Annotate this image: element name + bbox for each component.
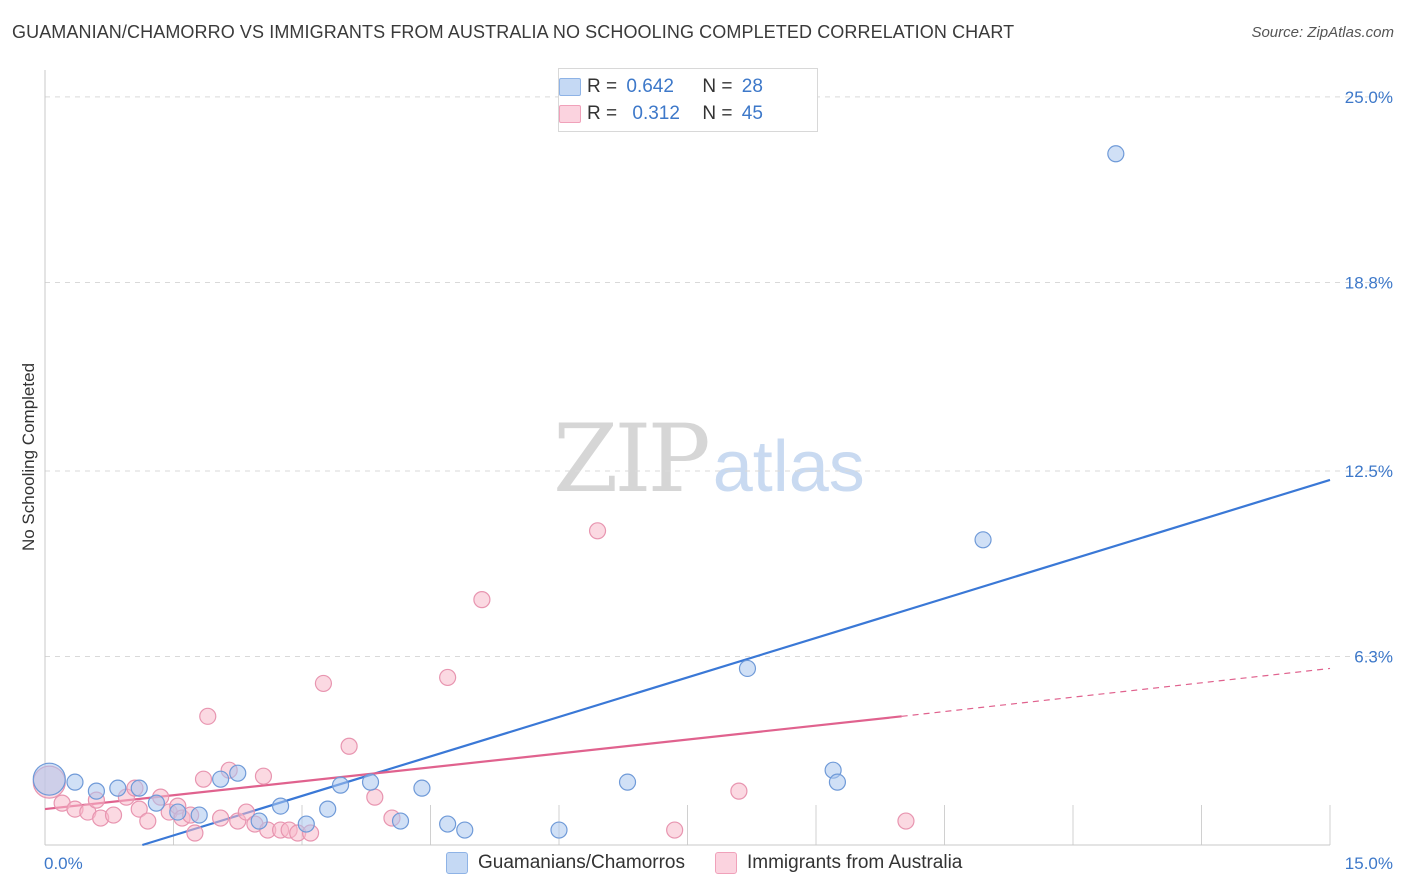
guamanian-point xyxy=(212,770,230,788)
guamanian-point xyxy=(147,794,165,812)
guamanian-point xyxy=(319,800,337,818)
guamanian-point xyxy=(974,531,992,549)
guamanian-point xyxy=(439,815,457,833)
australia-point xyxy=(194,770,213,788)
series-legend: Guamanians/Chamorros Immigrants from Aus… xyxy=(446,852,992,874)
guamanian-point xyxy=(456,821,474,839)
y-tick-label: 25.0% xyxy=(1345,88,1393,107)
guamanian-point xyxy=(618,773,637,791)
guamanian-point xyxy=(130,779,148,797)
australia-point xyxy=(254,767,273,785)
guamanian-point xyxy=(413,779,431,797)
australia-point xyxy=(666,821,684,839)
y-tick-label: 6.3% xyxy=(1354,647,1393,666)
guamanian-point xyxy=(271,797,290,815)
legend-r-label: R = xyxy=(587,76,618,97)
australia-point xyxy=(212,809,230,827)
legend-n-value: 28 xyxy=(741,76,763,97)
legend-label-guamanians: Guamanians/Chamorros xyxy=(478,852,685,873)
australia-point xyxy=(473,591,491,609)
australia-point xyxy=(130,800,148,818)
legend-label-australia: Immigrants from Australia xyxy=(746,852,963,873)
data-points xyxy=(32,145,1125,842)
trend-lines xyxy=(44,478,1331,847)
y-axis-label: No Schooling Completed xyxy=(19,363,38,551)
tick-labels: 6.3% 12.5% 18.8% 25.0% 0.0% 15.0% xyxy=(44,88,1393,873)
source-credit: Source: ZipAtlas.com xyxy=(1251,24,1394,41)
guamanian-point xyxy=(109,779,127,797)
guamanian-point xyxy=(32,762,66,796)
australia-point xyxy=(588,522,607,540)
guamanian-point xyxy=(550,821,568,839)
legend-swatch-blue xyxy=(446,852,468,874)
correlation-legend: R = 0.642 N = 28 R = 0.312 N = 45 xyxy=(558,68,818,132)
x-tick-label: 0.0% xyxy=(44,854,83,873)
legend-n-value: 45 xyxy=(741,103,763,124)
gridlines xyxy=(44,96,1390,845)
australia-point xyxy=(237,803,255,821)
guamanian-point xyxy=(229,764,247,782)
chart-title: GUAMANIAN/CHAMORRO VS IMMIGRANTS FROM AU… xyxy=(12,22,1015,42)
guamanian-point xyxy=(169,803,187,821)
guamanian-point xyxy=(738,659,757,678)
australia-trend-line xyxy=(44,715,902,811)
watermark: ZIPatlas xyxy=(553,405,865,514)
legend-r-label: R = xyxy=(587,103,618,124)
guamanian-point xyxy=(391,812,410,830)
legend-n-label: N = xyxy=(702,76,733,97)
australia-point xyxy=(730,782,748,800)
guamanian-point xyxy=(297,815,315,833)
guamanian-point xyxy=(66,773,84,791)
guamanian-point xyxy=(828,773,847,791)
guamanian-point xyxy=(250,812,268,830)
guamanian-point xyxy=(1107,145,1125,163)
australia-point xyxy=(199,707,217,725)
australia-point xyxy=(139,812,157,830)
guamanian-point xyxy=(361,773,380,791)
y-tick-label: 12.5% xyxy=(1345,462,1393,481)
guamanian-point xyxy=(87,782,106,800)
australia-point xyxy=(366,788,384,806)
legend-swatch-pink xyxy=(559,105,581,123)
legend-swatch-blue xyxy=(559,78,581,96)
watermark-atlas: atlas xyxy=(712,427,865,507)
legend-r-value: 0.642 xyxy=(626,76,674,97)
australia-point xyxy=(314,674,333,693)
legend-row-guamanians: R = 0.642 N = 28 xyxy=(559,74,763,100)
legend-row-australia: R = 0.312 N = 45 xyxy=(559,101,763,127)
x-tick-label: 15.0% xyxy=(1345,854,1393,873)
legend-item-australia: Immigrants from Australia xyxy=(714,852,963,874)
legend-swatch-pink xyxy=(714,852,737,874)
australia-point xyxy=(104,806,123,824)
legend-n-label: N = xyxy=(702,103,733,124)
legend-item-guamanians: Guamanians/Chamorros xyxy=(446,852,685,874)
axes xyxy=(44,70,1330,846)
australia-trend-extension xyxy=(901,667,1331,717)
australia-point xyxy=(439,668,457,687)
watermark-zip: ZIP xyxy=(553,405,711,514)
australia-point xyxy=(340,737,358,755)
guamanian-point xyxy=(331,776,350,794)
australia-point xyxy=(186,824,204,842)
australia-point xyxy=(897,812,915,830)
legend-r-value: 0.312 xyxy=(632,103,680,124)
guamanian-point xyxy=(190,806,208,824)
y-tick-label: 18.8% xyxy=(1345,273,1393,292)
